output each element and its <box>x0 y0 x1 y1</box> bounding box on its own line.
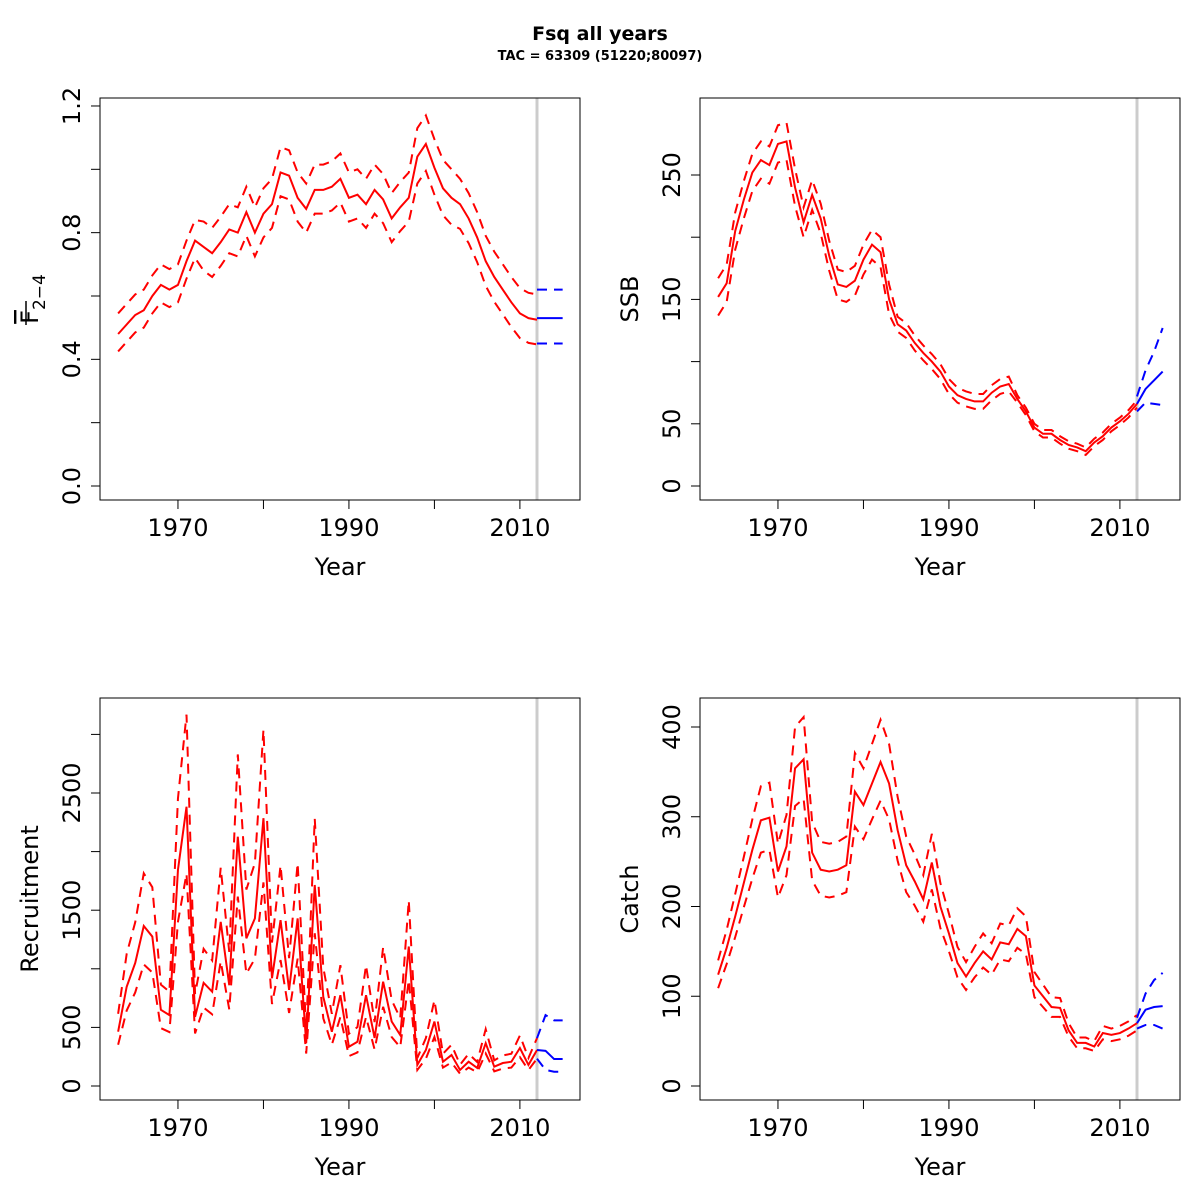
history-median-line <box>717 757 1138 1048</box>
projection-median-line <box>1136 370 1164 405</box>
y-tick-label: 250 <box>658 152 686 198</box>
projection-lower-line <box>1136 401 1163 413</box>
y-tick-label: 200 <box>658 884 686 930</box>
history-lower-line <box>717 796 1138 1053</box>
y-tick-label: 500 <box>58 1004 86 1050</box>
history-lower-line <box>717 158 1138 457</box>
projection-lower-line <box>1136 1023 1164 1030</box>
y-tick-label: 0.0 <box>58 467 86 505</box>
x-tick-label: 1970 <box>147 514 208 542</box>
panel-recruitment: 1970 1990 2010 0 500 1500 2500 Year Recruitment <box>16 697 581 1181</box>
plot-frame <box>699 697 1181 1101</box>
y-tick-label: 50 <box>658 409 686 440</box>
y-axis-label: F2−4 <box>16 274 50 324</box>
y-tick-label: 0 <box>658 1078 686 1093</box>
history-upper-line <box>117 113 538 315</box>
y-tick-label: 2500 <box>58 762 86 823</box>
panel-ssb: 1970 1990 2010 0 50 150 250 Year SSB <box>616 97 1181 581</box>
history-upper-line <box>117 714 538 1067</box>
x-axis-label: Year <box>914 1153 966 1181</box>
projection-upper-line <box>1136 972 1164 1019</box>
y-axis-label: Recruitment <box>16 825 44 972</box>
x-tick-label: 1970 <box>147 1114 208 1142</box>
history-lower-line <box>117 873 538 1076</box>
plot-frame <box>99 697 581 1101</box>
projection-median-line <box>536 1049 563 1061</box>
y-tick-label: 1.2 <box>58 87 86 125</box>
y-tick-label: 150 <box>658 276 686 322</box>
y-tick-label: 0 <box>58 1078 86 1093</box>
x-tick-label: 1970 <box>747 1114 808 1142</box>
x-tick-label: 1990 <box>918 514 979 542</box>
x-axis-label: Year <box>314 1153 366 1181</box>
panel-fbar: 1970 1990 2010 0.0 0.4 0.8 1.2 Year F2−4 <box>16 87 581 581</box>
x-tick-label: 1990 <box>318 514 379 542</box>
x-tick-label: 1990 <box>918 1114 979 1142</box>
projection-upper-line <box>1136 327 1164 397</box>
x-tick-label: 2010 <box>489 514 550 542</box>
y-tick-label: 0.4 <box>58 340 86 378</box>
x-tick-label: 1990 <box>318 1114 379 1142</box>
history-median-line <box>717 140 1138 453</box>
x-tick-label: 2010 <box>1089 514 1150 542</box>
x-axis-label: Year <box>314 553 366 581</box>
history-median-line <box>117 806 538 1072</box>
history-upper-line <box>717 714 1138 1043</box>
projection-median-line <box>1136 1005 1163 1024</box>
y-tick-label: 0 <box>658 478 686 493</box>
panel-catch: 1970 1990 2010 0 100 200 300 400 Year Catch <box>616 697 1181 1181</box>
y-tick-label: 0.8 <box>58 214 86 252</box>
y-tick-label: 100 <box>658 973 686 1019</box>
y-axis-label: Catch <box>616 864 644 933</box>
figure-subtitle: TAC = 63309 (51220;80097) <box>498 49 703 64</box>
x-tick-label: 2010 <box>1089 1114 1150 1142</box>
projection-upper-line <box>536 1013 563 1039</box>
y-tick-label: 300 <box>658 794 686 840</box>
y-axis-label: SSB <box>616 276 644 323</box>
projection-lower-line <box>536 1058 563 1073</box>
x-axis-label: Year <box>914 553 966 581</box>
history-upper-line <box>717 121 1138 449</box>
x-tick-label: 1970 <box>747 514 808 542</box>
figure-title: Fsq all years <box>532 23 668 45</box>
history-lower-line <box>117 168 538 353</box>
y-tick-label: 1500 <box>58 880 86 941</box>
plot-frame <box>99 97 581 501</box>
x-tick-label: 2010 <box>489 1114 550 1142</box>
y-tick-label: 400 <box>658 704 686 750</box>
history-median-line <box>117 141 538 335</box>
